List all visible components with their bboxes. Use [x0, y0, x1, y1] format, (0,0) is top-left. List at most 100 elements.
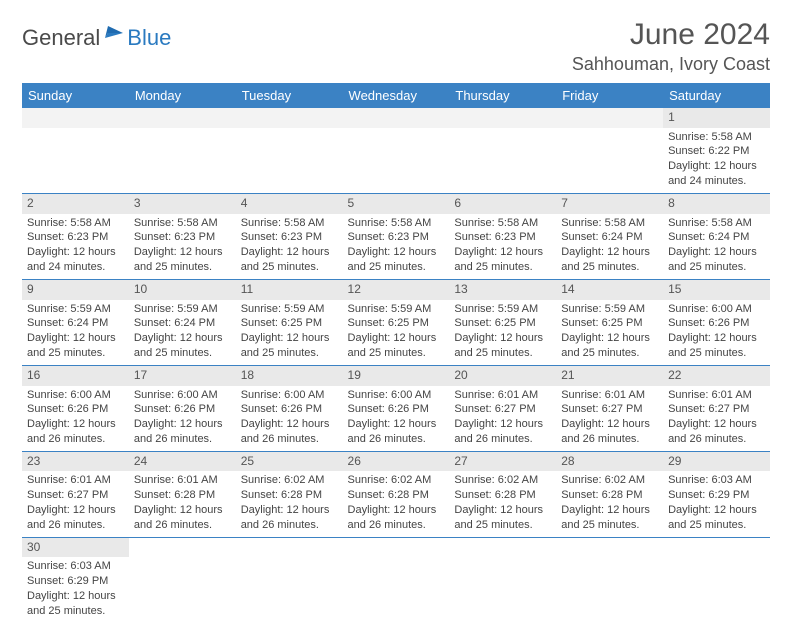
day-body: Sunrise: 6:01 AMSunset: 6:27 PMDaylight:… — [556, 386, 663, 451]
day-sunset: Sunset: 6:24 PM — [27, 316, 124, 331]
day-daylight1: Daylight: 12 hours — [454, 331, 551, 346]
day-daylight2: and 26 minutes. — [454, 432, 551, 447]
calendar-cell: 24Sunrise: 6:01 AMSunset: 6:28 PMDayligh… — [129, 451, 236, 537]
day-daylight1: Daylight: 12 hours — [668, 331, 765, 346]
day-sunrise: Sunrise: 6:02 AM — [454, 473, 551, 488]
day-sunrise: Sunrise: 6:00 AM — [348, 388, 445, 403]
day-sunset: Sunset: 6:24 PM — [668, 230, 765, 245]
day-daylight1: Daylight: 12 hours — [241, 417, 338, 432]
day-daylight2: and 25 minutes. — [27, 346, 124, 361]
day-number: 16 — [22, 366, 129, 386]
day-sunset: Sunset: 6:23 PM — [134, 230, 231, 245]
day-body: Sunrise: 6:02 AMSunset: 6:28 PMDaylight:… — [343, 471, 450, 536]
day-daylight2: and 26 minutes. — [348, 518, 445, 533]
calendar-cell — [236, 537, 343, 622]
day-daylight2: and 26 minutes. — [241, 518, 338, 533]
day-body: Sunrise: 5:59 AMSunset: 6:24 PMDaylight:… — [22, 300, 129, 365]
day-number-empty — [449, 538, 556, 558]
day-daylight2: and 25 minutes. — [454, 518, 551, 533]
day-number-empty — [129, 108, 236, 128]
logo: General Blue — [22, 18, 171, 51]
day-sunrise: Sunrise: 6:03 AM — [27, 559, 124, 574]
calendar-cell: 27Sunrise: 6:02 AMSunset: 6:28 PMDayligh… — [449, 451, 556, 537]
day-header: Monday — [129, 83, 236, 108]
day-sunrise: Sunrise: 5:59 AM — [27, 302, 124, 317]
day-sunset: Sunset: 6:26 PM — [668, 316, 765, 331]
calendar-cell — [343, 537, 450, 622]
day-number: 14 — [556, 280, 663, 300]
day-number: 22 — [663, 366, 770, 386]
header: General Blue June 2024 Sahhouman, Ivory … — [22, 18, 770, 75]
day-sunset: Sunset: 6:24 PM — [561, 230, 658, 245]
day-daylight1: Daylight: 12 hours — [668, 417, 765, 432]
calendar-cell — [129, 537, 236, 622]
day-sunset: Sunset: 6:27 PM — [454, 402, 551, 417]
day-sunrise: Sunrise: 6:01 AM — [134, 473, 231, 488]
day-daylight2: and 25 minutes. — [27, 604, 124, 619]
day-daylight2: and 25 minutes. — [668, 518, 765, 533]
day-sunrise: Sunrise: 5:58 AM — [561, 216, 658, 231]
calendar-cell: 13Sunrise: 5:59 AMSunset: 6:25 PMDayligh… — [449, 279, 556, 365]
day-daylight1: Daylight: 12 hours — [134, 331, 231, 346]
day-sunset: Sunset: 6:26 PM — [348, 402, 445, 417]
day-number: 25 — [236, 452, 343, 472]
calendar-cell: 25Sunrise: 6:02 AMSunset: 6:28 PMDayligh… — [236, 451, 343, 537]
day-sunset: Sunset: 6:23 PM — [241, 230, 338, 245]
day-header: Wednesday — [343, 83, 450, 108]
day-daylight2: and 25 minutes. — [241, 260, 338, 275]
day-daylight1: Daylight: 12 hours — [348, 417, 445, 432]
day-sunset: Sunset: 6:22 PM — [668, 144, 765, 159]
calendar-cell: 12Sunrise: 5:59 AMSunset: 6:25 PMDayligh… — [343, 279, 450, 365]
day-sunrise: Sunrise: 6:02 AM — [348, 473, 445, 488]
day-daylight2: and 25 minutes. — [561, 260, 658, 275]
calendar-cell: 1Sunrise: 5:58 AMSunset: 6:22 PMDaylight… — [663, 108, 770, 193]
day-body: Sunrise: 5:58 AMSunset: 6:23 PMDaylight:… — [343, 214, 450, 279]
day-daylight1: Daylight: 12 hours — [134, 503, 231, 518]
day-number-empty — [343, 538, 450, 558]
day-sunrise: Sunrise: 6:03 AM — [668, 473, 765, 488]
calendar-cell: 30Sunrise: 6:03 AMSunset: 6:29 PMDayligh… — [22, 537, 129, 622]
calendar-cell: 29Sunrise: 6:03 AMSunset: 6:29 PMDayligh… — [663, 451, 770, 537]
day-daylight1: Daylight: 12 hours — [454, 503, 551, 518]
day-daylight2: and 25 minutes. — [561, 518, 658, 533]
day-daylight1: Daylight: 12 hours — [668, 503, 765, 518]
day-sunset: Sunset: 6:28 PM — [241, 488, 338, 503]
day-number-empty — [343, 108, 450, 128]
day-daylight2: and 25 minutes. — [454, 346, 551, 361]
day-daylight1: Daylight: 12 hours — [27, 503, 124, 518]
calendar-cell: 22Sunrise: 6:01 AMSunset: 6:27 PMDayligh… — [663, 365, 770, 451]
day-sunrise: Sunrise: 6:00 AM — [27, 388, 124, 403]
day-body: Sunrise: 6:00 AMSunset: 6:26 PMDaylight:… — [663, 300, 770, 365]
calendar-cell: 15Sunrise: 6:00 AMSunset: 6:26 PMDayligh… — [663, 279, 770, 365]
calendar: Sunday Monday Tuesday Wednesday Thursday… — [22, 83, 770, 623]
calendar-cell: 8Sunrise: 5:58 AMSunset: 6:24 PMDaylight… — [663, 193, 770, 279]
calendar-cell — [343, 108, 450, 193]
day-daylight1: Daylight: 12 hours — [348, 503, 445, 518]
day-number: 7 — [556, 194, 663, 214]
calendar-cell: 14Sunrise: 5:59 AMSunset: 6:25 PMDayligh… — [556, 279, 663, 365]
day-sunrise: Sunrise: 6:01 AM — [668, 388, 765, 403]
day-sunrise: Sunrise: 6:01 AM — [27, 473, 124, 488]
day-daylight2: and 25 minutes. — [134, 260, 231, 275]
day-number: 23 — [22, 452, 129, 472]
day-daylight2: and 26 minutes. — [348, 432, 445, 447]
calendar-cell: 4Sunrise: 5:58 AMSunset: 6:23 PMDaylight… — [236, 193, 343, 279]
calendar-cell: 19Sunrise: 6:00 AMSunset: 6:26 PMDayligh… — [343, 365, 450, 451]
day-header: Saturday — [663, 83, 770, 108]
calendar-cell — [129, 108, 236, 193]
day-number: 1 — [663, 108, 770, 128]
day-daylight2: and 25 minutes. — [668, 260, 765, 275]
day-daylight1: Daylight: 12 hours — [348, 331, 445, 346]
day-daylight1: Daylight: 12 hours — [27, 589, 124, 604]
day-sunset: Sunset: 6:25 PM — [561, 316, 658, 331]
day-sunrise: Sunrise: 5:59 AM — [348, 302, 445, 317]
day-number: 4 — [236, 194, 343, 214]
day-sunset: Sunset: 6:23 PM — [454, 230, 551, 245]
calendar-cell — [663, 537, 770, 622]
month-title: June 2024 — [572, 18, 770, 52]
calendar-cell: 18Sunrise: 6:00 AMSunset: 6:26 PMDayligh… — [236, 365, 343, 451]
calendar-cell: 9Sunrise: 5:59 AMSunset: 6:24 PMDaylight… — [22, 279, 129, 365]
day-sunrise: Sunrise: 6:00 AM — [134, 388, 231, 403]
calendar-cell — [449, 537, 556, 622]
calendar-cell: 2Sunrise: 5:58 AMSunset: 6:23 PMDaylight… — [22, 193, 129, 279]
